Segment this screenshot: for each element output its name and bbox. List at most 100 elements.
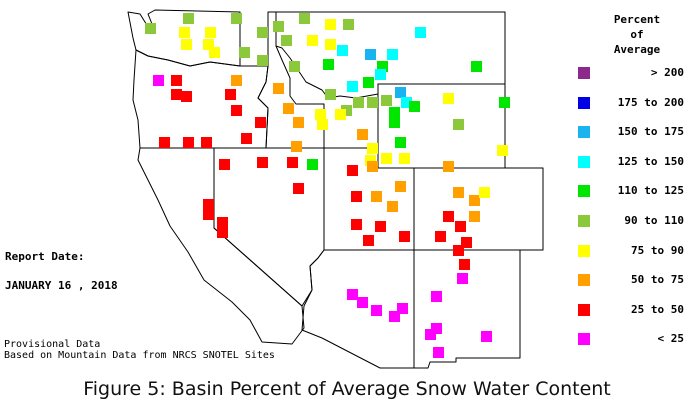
basin-marker: [399, 231, 410, 242]
basin-marker: [367, 161, 378, 172]
basin-marker: [453, 119, 464, 130]
basin-marker: [469, 195, 480, 206]
basin-marker: [401, 97, 412, 108]
basin-marker: [351, 191, 362, 202]
basin-marker: [481, 331, 492, 342]
western-us-map: [127, 9, 544, 369]
basin-marker: [209, 47, 220, 58]
basin-marker: [453, 187, 464, 198]
legend-label: < 25: [657, 332, 685, 345]
basin-marker: [273, 21, 284, 32]
basin-marker: [323, 59, 334, 70]
basin-marker: [257, 55, 268, 66]
basin-marker: [255, 117, 266, 128]
basin-marker: [325, 39, 336, 50]
legend-entry: 175 to 200: [578, 96, 688, 110]
basin-marker: [415, 27, 426, 38]
basin-marker: [145, 23, 156, 34]
basin-marker: [171, 75, 182, 86]
basin-marker: [171, 89, 182, 100]
basin-marker: [291, 141, 302, 152]
basin-marker: [363, 235, 374, 246]
basin-marker: [317, 119, 328, 130]
legend-title-line: of: [630, 28, 644, 41]
basin-marker: [183, 13, 194, 24]
basin-marker: [443, 211, 454, 222]
basin-marker: [225, 89, 236, 100]
legend-swatch: [578, 304, 590, 316]
basin-marker: [351, 219, 362, 230]
legend-entry: 125 to 150: [578, 155, 688, 169]
basin-marker: [293, 183, 304, 194]
legend-entry: 110 to 125: [578, 184, 688, 198]
basin-marker: [219, 159, 230, 170]
basin-marker: [257, 157, 268, 168]
basin-marker: [471, 61, 482, 72]
basin-marker: [347, 81, 358, 92]
state-california: [137, 147, 305, 345]
state-colorado: [413, 167, 544, 251]
basin-marker: [205, 27, 216, 38]
basin-marker: [431, 323, 442, 334]
report-date-value: JANUARY 16 , 2018: [5, 279, 118, 292]
basin-marker: [443, 161, 454, 172]
basin-marker: [289, 61, 300, 72]
basin-marker: [217, 227, 228, 238]
basin-marker: [203, 199, 214, 210]
basin-marker: [365, 155, 376, 166]
basin-marker: [153, 75, 164, 86]
legend-title-line: Average: [613, 43, 661, 56]
basin-marker: [347, 165, 358, 176]
basin-marker: [347, 289, 358, 300]
legend-label: 75 to 90: [631, 244, 684, 257]
basin-marker: [431, 291, 442, 302]
basin-marker: [367, 143, 378, 154]
basin-marker: [357, 297, 368, 308]
legend-entry: 150 to 175: [578, 125, 688, 139]
basin-marker: [455, 221, 466, 232]
basin-marker: [335, 109, 346, 120]
legend-label: 90 to 110: [624, 214, 684, 227]
basin-marker: [397, 303, 408, 314]
legend-label: 175 to 200: [617, 96, 684, 109]
basin-marker: [341, 105, 352, 116]
legend-title-line: Percent: [613, 13, 661, 26]
legend-swatch: [578, 333, 590, 345]
basin-marker: [457, 273, 468, 284]
legend-label: 50 to 75: [631, 273, 684, 286]
legend-label: 110 to 125: [617, 184, 684, 197]
legend-swatch: [578, 126, 590, 138]
basin-marker: [479, 187, 490, 198]
legend-swatch: [578, 185, 590, 197]
legend-swatch: [578, 215, 590, 227]
basin-marker: [201, 137, 212, 148]
basin-marker: [387, 201, 398, 212]
state-new-mexico: [413, 249, 521, 369]
basin-marker: [307, 159, 318, 170]
basin-marker: [241, 133, 252, 144]
basin-marker: [287, 157, 298, 168]
basin-marker: [497, 145, 508, 156]
basin-marker: [293, 117, 304, 128]
legend-entry: 25 to 50: [578, 303, 688, 317]
basin-marker: [381, 153, 392, 164]
basin-marker: [315, 109, 326, 120]
basin-marker: [389, 107, 400, 118]
basin-marker: [409, 101, 420, 112]
basin-marker: [353, 97, 364, 108]
basin-marker: [399, 153, 410, 164]
basin-marker: [387, 49, 398, 60]
basin-marker: [435, 231, 446, 242]
basin-marker: [395, 87, 406, 98]
basin-marker: [181, 91, 192, 102]
basin-marker: [461, 237, 472, 248]
basin-marker: [365, 49, 376, 60]
figure-caption: Figure 5: Basin Percent of Average Snow …: [83, 378, 611, 400]
basin-marker: [375, 69, 386, 80]
basin-marker: [183, 137, 194, 148]
basin-marker: [217, 217, 228, 228]
legend-entry: > 200: [578, 66, 688, 80]
basin-marker: [281, 35, 292, 46]
basin-marker: [337, 45, 348, 56]
legend-label: 25 to 50: [631, 303, 684, 316]
